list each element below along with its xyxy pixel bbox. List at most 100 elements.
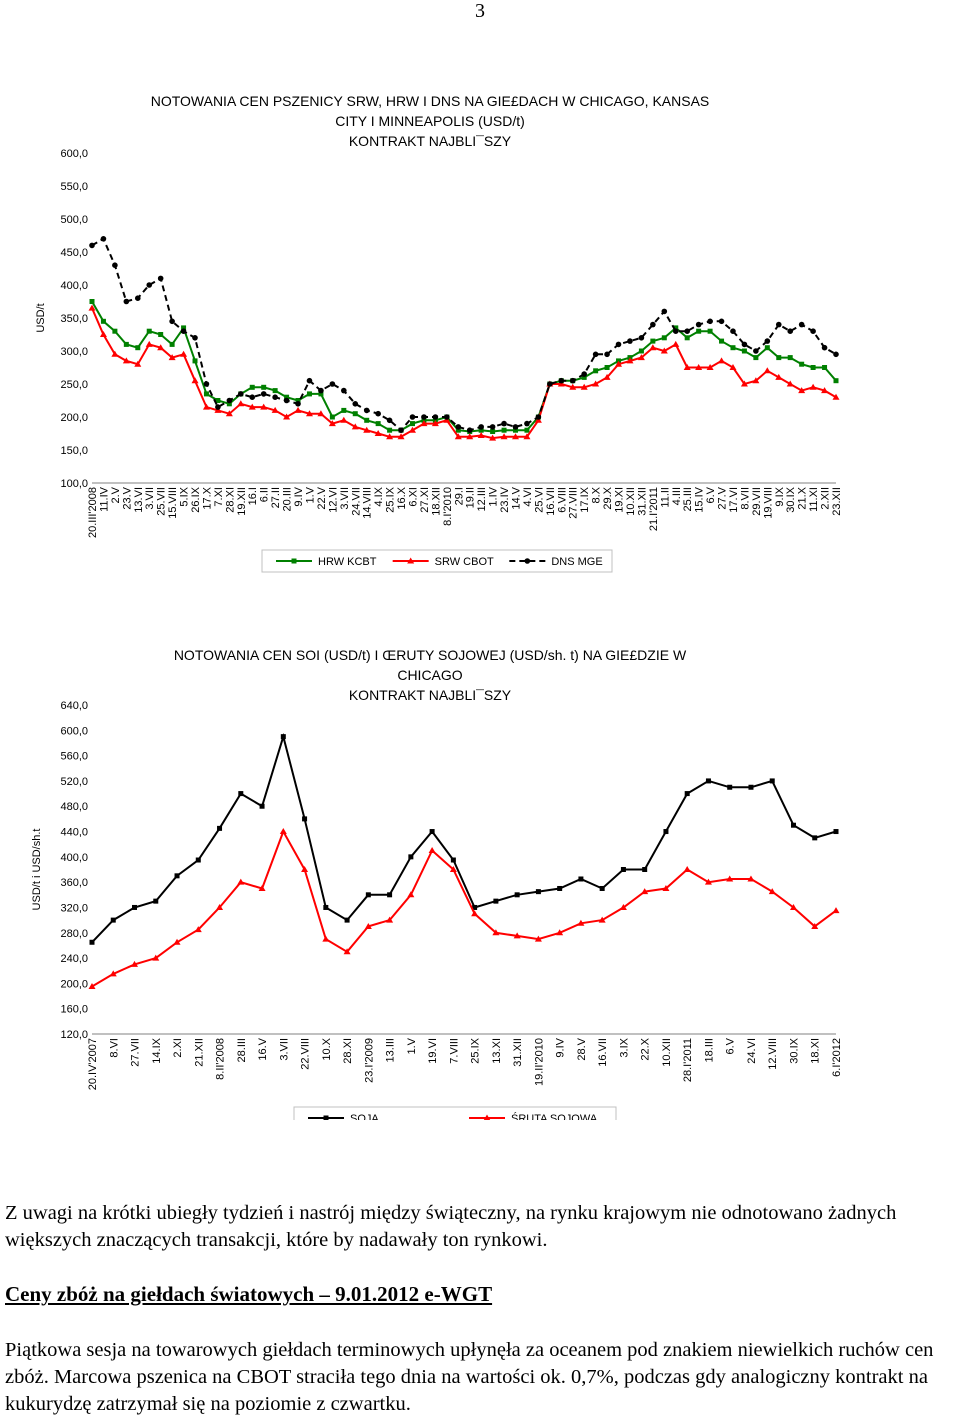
x-tick-label: 25.VI	[533, 487, 545, 513]
data-point--ruta-sojowa	[449, 866, 457, 872]
x-tick-label: 22.X	[640, 1037, 652, 1060]
x-tick-label: 18.XI	[810, 1038, 822, 1064]
data-point-hrw-kcbt	[822, 365, 828, 370]
data-point--ruta-sojowa	[301, 866, 309, 872]
data-point-srw-cbot	[660, 347, 668, 354]
y-tick-label: 240,0	[60, 953, 88, 965]
data-point-hrw-kcbt	[833, 378, 839, 384]
data-point-hrw-kcbt	[387, 427, 393, 433]
x-tick-label: 6.I'2012	[831, 1038, 843, 1077]
y-tick-label: 200,0	[60, 412, 88, 424]
data-point-srw-cbot	[397, 433, 405, 440]
x-tick-label: 4.IX	[373, 486, 385, 506]
legend-marker-dns-mge	[524, 558, 531, 564]
data-point-srw-cbot	[683, 364, 691, 370]
data-point-dns-mge	[478, 424, 484, 430]
data-point-soja	[493, 898, 499, 904]
data-point-dns-mge	[123, 298, 130, 305]
data-point-dns-mge	[157, 275, 164, 282]
data-point--ruta-sojowa	[598, 916, 606, 923]
data-point-dns-mge	[627, 338, 633, 344]
data-point-dns-mge	[398, 427, 404, 434]
data-point-dns-mge	[501, 420, 507, 427]
data-point-dns-mge	[684, 328, 690, 334]
x-tick-label: 13.XI	[491, 1038, 503, 1064]
data-point-dns-mge	[100, 236, 107, 242]
data-point--ruta-sojowa	[173, 938, 181, 945]
data-point-hrw-kcbt	[787, 355, 793, 361]
y-tick-label: 350,0	[60, 313, 88, 325]
data-point--ruta-sojowa	[88, 983, 96, 990]
data-point-hrw-kcbt	[764, 345, 770, 351]
page-number: 3	[475, 0, 485, 22]
data-point-dns-mge	[89, 242, 95, 249]
x-tick-label: 9.IV	[555, 1037, 567, 1057]
x-tick-label: 13.III	[385, 1038, 397, 1062]
x-tick-label: 16.VII	[545, 487, 557, 516]
data-point-hrw-kcbt	[181, 325, 187, 331]
x-tick-label: 10.X	[321, 1037, 333, 1060]
data-point-hrw-kcbt	[581, 374, 587, 380]
data-point-srw-cbot	[317, 410, 325, 417]
data-point-soja	[599, 885, 605, 891]
chart-title-line: KONTRAKT NAJBLI¯SZY	[349, 687, 512, 703]
data-point-hrw-kcbt	[741, 348, 747, 354]
data-point-hrw-kcbt	[158, 332, 164, 337]
data-point-srw-cbot	[386, 433, 394, 440]
y-tick-label: 280,0	[60, 928, 88, 940]
x-tick-label: 21.I'2011	[648, 487, 660, 531]
data-point-dns-mge	[810, 328, 816, 334]
data-point-dns-mge	[798, 321, 805, 328]
data-point-dns-mge	[592, 351, 599, 358]
data-point-hrw-kcbt	[89, 299, 95, 304]
y-tick-label: 100,0	[60, 478, 88, 490]
data-point--ruta-sojowa	[322, 935, 330, 942]
x-tick-label: 23.XII	[831, 487, 843, 516]
data-point-srw-cbot	[740, 380, 748, 387]
data-point-hrw-kcbt	[295, 398, 301, 403]
y-tick-label: 400,0	[60, 852, 88, 864]
data-point--ruta-sojowa	[726, 875, 734, 882]
data-point-srw-cbot	[592, 380, 600, 387]
x-tick-label: 27.VII	[130, 1038, 142, 1067]
data-point-dns-mge	[787, 328, 794, 334]
x-tick-label: 30.IX	[788, 1037, 800, 1063]
data-point-srw-cbot	[157, 344, 165, 351]
data-point-srw-cbot	[271, 406, 279, 413]
data-point-dns-mge	[363, 407, 370, 414]
chart-title-line: KONTRAKT NAJBLI¯SZY	[349, 133, 512, 149]
y-tick-label: 600,0	[60, 148, 88, 160]
x-tick-label: 28.V	[576, 1037, 588, 1060]
data-point-hrw-kcbt	[272, 388, 278, 394]
data-point-srw-cbot	[363, 426, 371, 433]
data-point-soja	[217, 825, 223, 831]
data-point-dns-mge	[409, 414, 416, 420]
data-point-dns-mge	[352, 401, 359, 407]
x-tick-label: 19.XI	[614, 487, 626, 513]
x-tick-label: 6.V	[725, 1037, 737, 1054]
x-tick-label: 21.XII	[193, 1038, 205, 1067]
data-point-dns-mge	[764, 338, 771, 344]
data-point-dns-mge	[203, 381, 210, 387]
x-tick-label: 3.VII	[278, 1038, 290, 1061]
data-point--ruta-sojowa	[704, 878, 712, 885]
data-point--ruta-sojowa	[194, 926, 202, 933]
data-point--ruta-sojowa	[343, 948, 351, 955]
x-tick-label: 31.XII	[636, 487, 648, 516]
data-point-dns-mge	[718, 318, 725, 325]
data-point--ruta-sojowa	[534, 935, 542, 942]
legend-box	[261, 549, 613, 573]
x-tick-label: 8.II'2008	[215, 1038, 227, 1080]
data-point-dns-mge	[295, 401, 301, 407]
x-tick-label: 6.V	[705, 486, 717, 503]
data-point-dns-mge	[638, 335, 645, 341]
x-tick-label: 23.I'2009	[363, 1038, 375, 1083]
data-point-hrw-kcbt	[524, 427, 530, 433]
data-point-hrw-kcbt	[146, 328, 152, 334]
y-tick-label: 360,0	[60, 877, 88, 889]
data-point-hrw-kcbt	[100, 318, 106, 324]
legend-label-dns-mge: DNS MGE	[551, 556, 602, 568]
data-point-hrw-kcbt	[673, 325, 679, 331]
x-tick-label: 6.II	[259, 487, 271, 502]
data-point-srw-cbot	[477, 431, 485, 438]
